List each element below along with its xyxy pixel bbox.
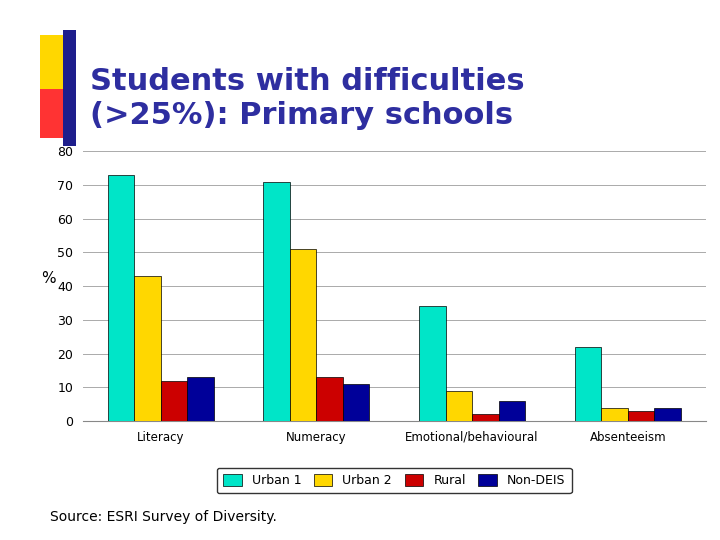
Bar	[575, 347, 601, 421]
Text: Students with difficulties
(>25%): Primary schools: Students with difficulties (>25%): Prima…	[90, 68, 525, 130]
Bar	[264, 181, 290, 421]
Bar	[601, 408, 628, 421]
Bar	[446, 391, 472, 421]
Bar	[187, 377, 214, 421]
Bar	[108, 175, 134, 421]
Bar	[472, 415, 498, 421]
Bar	[134, 276, 161, 421]
Bar	[419, 306, 446, 421]
Bar	[290, 249, 316, 421]
Bar	[628, 411, 654, 421]
Bar	[654, 408, 680, 421]
Bar	[161, 381, 187, 421]
Bar	[498, 401, 525, 421]
Bar	[343, 384, 369, 421]
Y-axis label: %: %	[41, 271, 56, 286]
Text: Source: ESRI Survey of Diversity.: Source: ESRI Survey of Diversity.	[50, 510, 277, 524]
Legend: Urban 1, Urban 2, Rural, Non-DEIS: Urban 1, Urban 2, Rural, Non-DEIS	[217, 468, 572, 494]
Bar	[316, 377, 343, 421]
